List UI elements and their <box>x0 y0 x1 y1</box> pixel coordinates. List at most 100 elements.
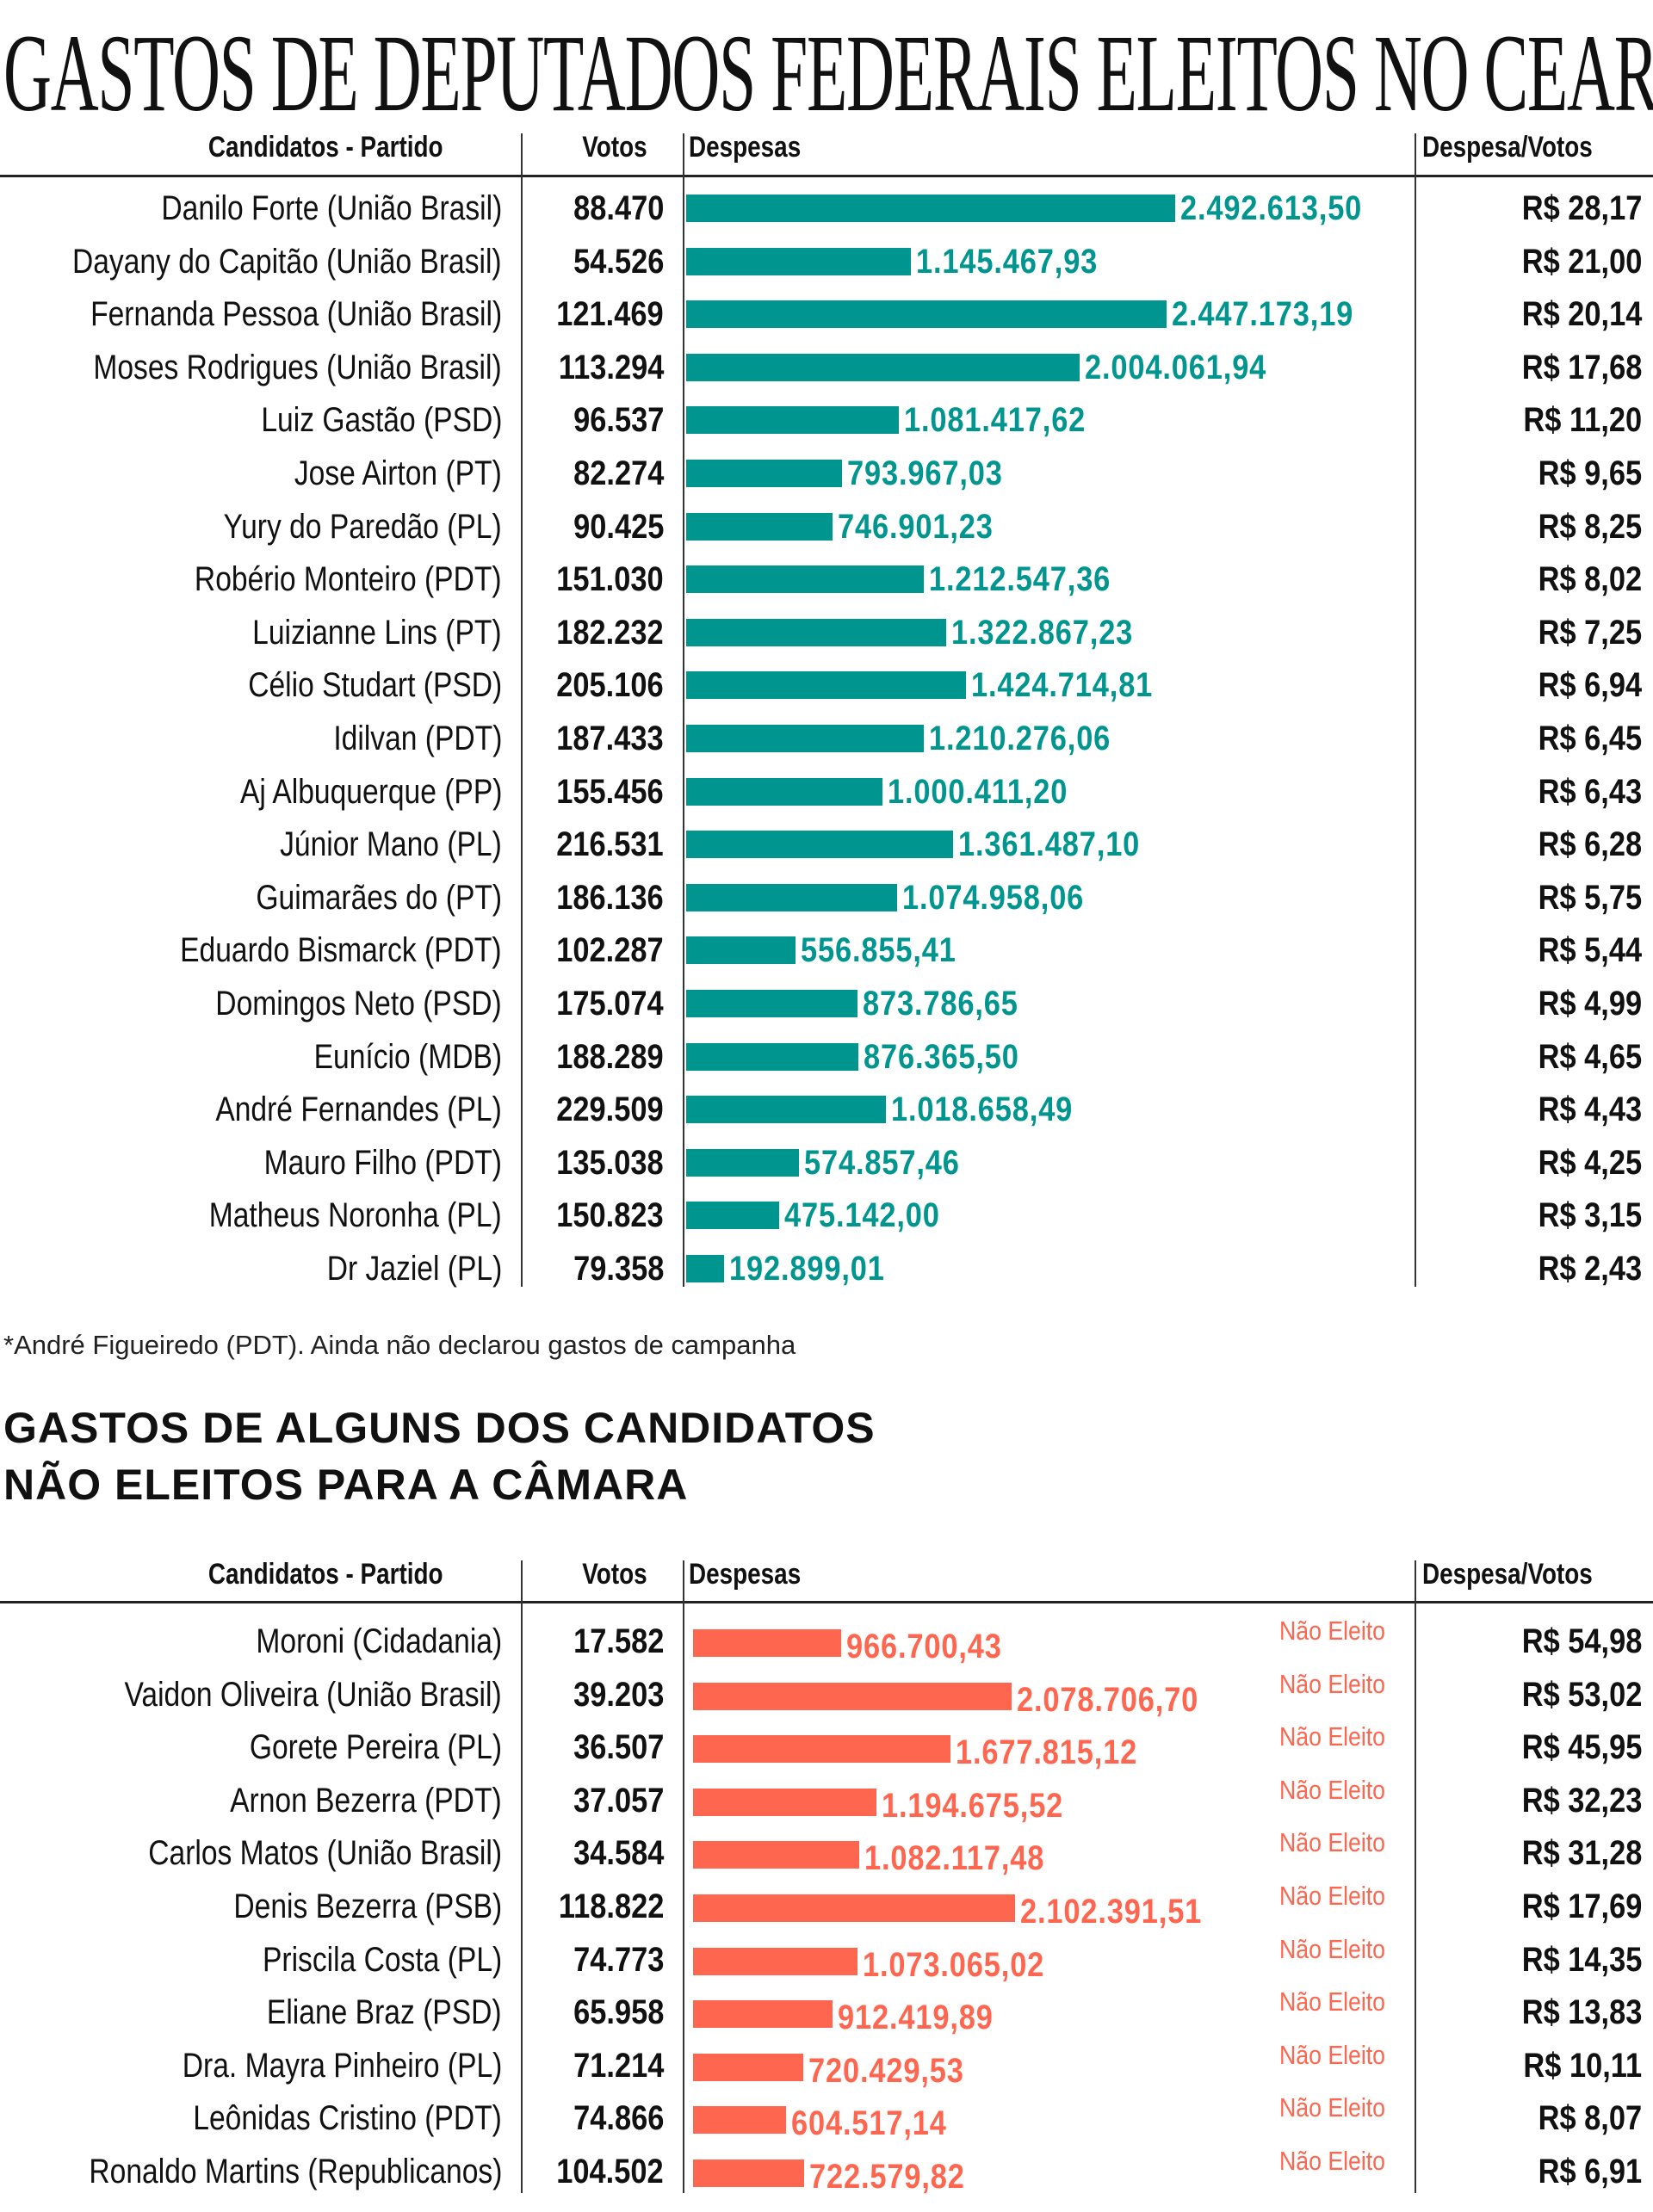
expense-bar <box>686 512 833 541</box>
expense-per-vote: R$ 7,25 <box>1538 613 1642 652</box>
column-divider <box>1415 1560 1416 2193</box>
votes-value: 82.274 <box>573 454 664 492</box>
candidate-name: Domingos Neto (PSD) <box>215 985 502 1023</box>
expense-bar <box>686 460 843 487</box>
votes-value: 90.425 <box>573 507 664 546</box>
expense-label: 475.142,00 <box>784 1196 941 1235</box>
candidate-name: Robério Monteiro (PDT) <box>195 560 502 599</box>
expense-label: 873.786,65 <box>863 985 1018 1023</box>
expense-per-vote: R$ 6,94 <box>1538 666 1642 705</box>
header-votes: Votos <box>582 131 647 164</box>
expense-bar <box>686 725 924 752</box>
expense-label: 1.073.065,02 <box>863 1945 1045 1984</box>
expense-label: 1.145.467,93 <box>916 242 1099 281</box>
expense-bar <box>686 671 966 700</box>
expense-per-vote: R$ 45,95 <box>1521 1728 1642 1767</box>
candidate-name: Guimarães do (PT) <box>256 878 502 917</box>
expense-per-vote: R$ 54,98 <box>1521 1622 1642 1660</box>
candidate-name: Dr Jaziel (PL) <box>326 1250 502 1288</box>
expense-per-vote: R$ 4,99 <box>1538 985 1642 1023</box>
expense-per-vote: R$ 5,75 <box>1538 878 1642 917</box>
candidate-name: Vaidon Oliveira (União Brasil) <box>124 1675 502 1714</box>
header-expenses: Despesas <box>689 131 802 164</box>
expense-per-vote: R$ 53,02 <box>1521 1675 1642 1714</box>
votes-value: 74.866 <box>573 2099 664 2138</box>
expense-label: 2.078.706,70 <box>1017 1680 1199 1719</box>
expense-per-vote: R$ 10,11 <box>1523 2046 1642 2085</box>
expense-label: 2.004.061,94 <box>1084 348 1267 386</box>
expense-per-vote: R$ 28,17 <box>1521 189 1642 227</box>
expense-bar <box>693 2106 786 2135</box>
candidate-name: Júnior Mano (PL) <box>280 825 502 864</box>
expense-label: 192.899,01 <box>728 1250 885 1288</box>
votes-value: 65.958 <box>573 1993 664 2032</box>
candidate-name: Fernanda Pessoa (União Brasil) <box>90 295 502 334</box>
votes-value: 182.232 <box>556 613 664 652</box>
column-divider <box>1415 133 1416 1287</box>
expense-bar <box>693 1788 876 1816</box>
column-divider <box>521 133 523 1287</box>
expense-label: 720.429,53 <box>808 2051 965 2090</box>
votes-value: 186.136 <box>556 878 664 917</box>
expense-per-vote: R$ 6,43 <box>1538 772 1642 811</box>
expense-bar <box>693 1682 1012 1710</box>
expense-per-vote: R$ 8,25 <box>1538 507 1642 546</box>
section-title-line1: GASTOS DE ALGUNS DOS CANDIDATOS <box>3 1404 876 1452</box>
votes-value: 96.537 <box>573 401 664 440</box>
status-badge: Não Eleito <box>1279 2146 1386 2176</box>
candidate-name: Luiz Gastão (PSD) <box>260 401 502 440</box>
expense-bar <box>686 883 898 911</box>
candidate-name: Aj Albuquerque (PP) <box>239 772 502 811</box>
status-badge: Não Eleito <box>1279 1668 1386 1699</box>
expense-bar <box>686 247 912 275</box>
expense-per-vote: R$ 6,45 <box>1538 720 1642 757</box>
candidate-name: Ronaldo Martins (Republicanos) <box>89 2153 502 2190</box>
header-votes: Votos <box>582 1558 647 1591</box>
expense-label: 1.018.658,49 <box>891 1091 1074 1129</box>
expense-label: 1.074.958,06 <box>902 878 1085 917</box>
candidate-name: André Fernandes (PL) <box>215 1091 502 1129</box>
column-divider <box>683 133 684 1287</box>
expense-bar <box>693 1841 859 1869</box>
candidate-name: Priscila Costa (PL) <box>262 1940 502 1979</box>
votes-value: 71.214 <box>573 2046 664 2085</box>
header-candidates: Candidatos - Partido <box>207 1558 443 1591</box>
expense-per-vote: R$ 4,43 <box>1538 1091 1642 1129</box>
expense-label: 604.517,14 <box>790 2104 947 2143</box>
expense-label: 2.492.613,50 <box>1180 189 1363 227</box>
candidate-name: Moroni (Cidadania) <box>256 1622 502 1660</box>
expense-bar <box>686 618 946 646</box>
column-divider <box>521 1560 523 2193</box>
header-ratio: Despesa/Votos <box>1422 131 1593 164</box>
expense-label: 2.102.391,51 <box>1020 1893 1203 1931</box>
expense-per-vote: R$ 17,68 <box>1521 348 1642 386</box>
expense-per-vote: R$ 8,02 <box>1538 560 1642 599</box>
candidate-name: Luizianne Lins (PT) <box>252 613 502 652</box>
expense-bar <box>693 2159 804 2187</box>
expense-bar <box>686 777 883 806</box>
header-divider <box>0 1601 1653 1603</box>
votes-value: 135.038 <box>556 1143 664 1182</box>
expense-label: 1.081.417,62 <box>903 401 1086 440</box>
votes-value: 102.287 <box>556 931 664 970</box>
header-expenses: Despesas <box>689 1558 802 1591</box>
candidate-name: Yury do Paredão (PL) <box>223 507 502 546</box>
status-badge: Não Eleito <box>1279 1774 1386 1805</box>
expense-per-vote: R$ 17,69 <box>1521 1888 1642 1925</box>
candidate-name: Célio Studart (PSD) <box>247 666 502 705</box>
page-title: GASTOS DE DEPUTADOS FEDERAIS ELEITOS NO … <box>3 12 1653 134</box>
candidate-name: Jose Airton (PT) <box>294 454 502 492</box>
status-badge: Não Eleito <box>1279 1933 1386 1964</box>
votes-value: 118.822 <box>558 1888 664 1925</box>
votes-value: 79.358 <box>573 1250 664 1288</box>
votes-value: 188.289 <box>556 1037 664 1076</box>
expense-per-vote: R$ 4,65 <box>1538 1037 1642 1076</box>
expense-bar <box>686 1096 887 1124</box>
votes-value: 229.509 <box>556 1091 664 1129</box>
column-divider <box>683 1560 684 2193</box>
expense-label: 1.677.815,12 <box>955 1733 1137 1772</box>
expense-bar <box>686 1255 724 1282</box>
expense-label: 793.967,03 <box>847 454 1003 492</box>
expense-label: 1.424.714,81 <box>970 666 1154 705</box>
expense-per-vote: R$ 13,83 <box>1521 1993 1642 2032</box>
